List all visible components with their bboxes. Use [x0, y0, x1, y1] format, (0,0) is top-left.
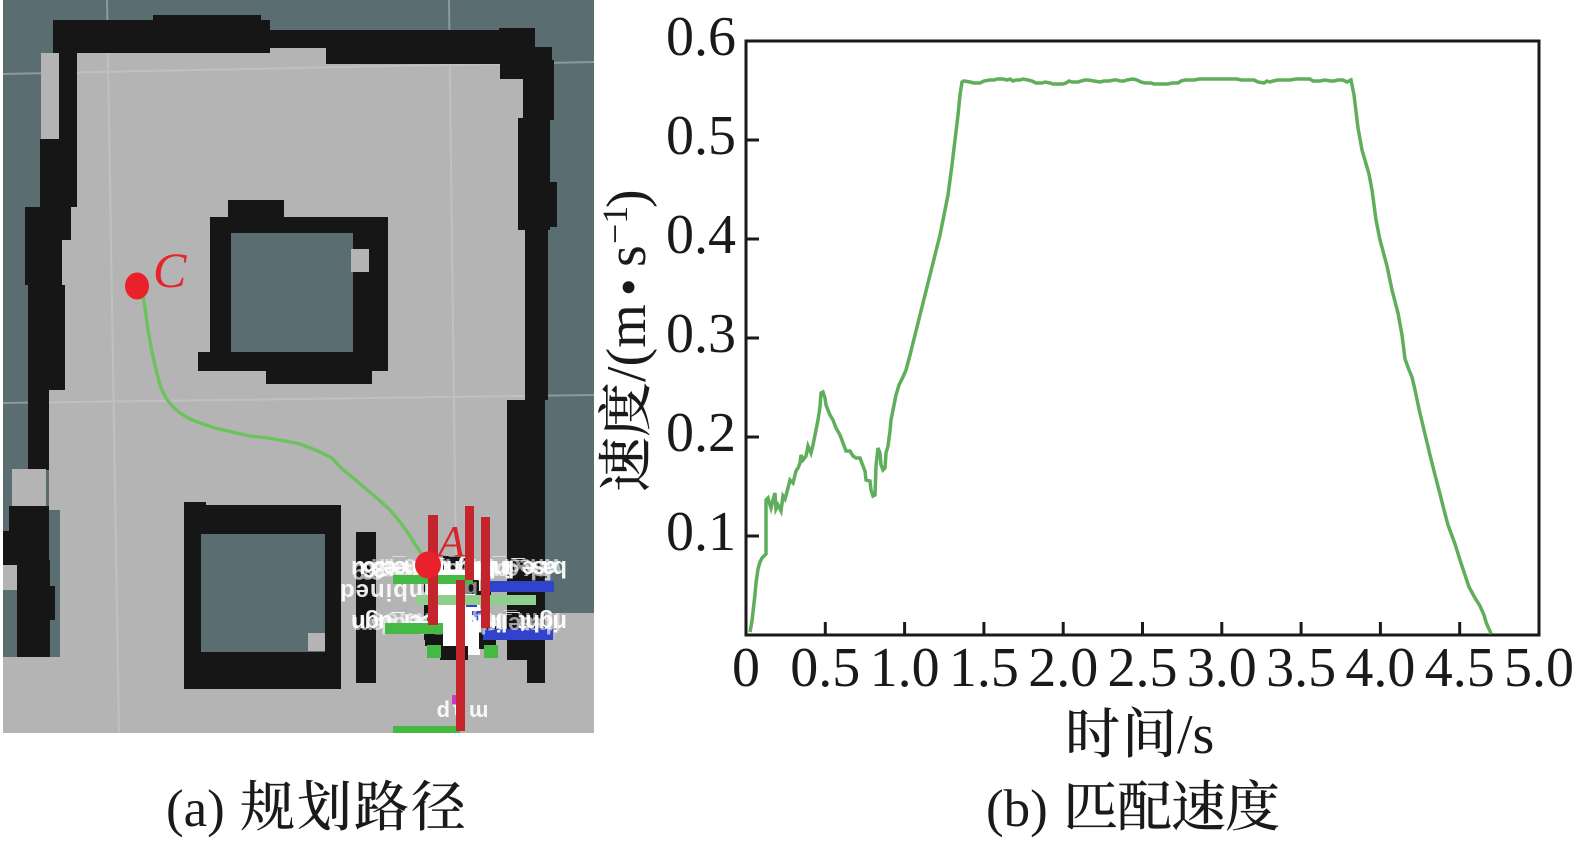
svg-text:0.5: 0.5: [666, 105, 736, 167]
svg-text:): ): [596, 189, 658, 208]
svg-text:s: s: [596, 245, 658, 267]
svg-text:3.0: 3.0: [1187, 637, 1257, 699]
svg-text:0.3: 0.3: [666, 303, 736, 365]
svg-text:0: 0: [732, 637, 760, 699]
svg-text:0.1: 0.1: [666, 501, 736, 563]
svg-text:1.5: 1.5: [949, 637, 1019, 699]
svg-text:•: •: [600, 278, 656, 296]
svg-text:1.0: 1.0: [870, 637, 940, 699]
svg-text:5.0: 5.0: [1504, 637, 1574, 699]
svg-text:0.2: 0.2: [666, 402, 736, 464]
svg-text:4.0: 4.0: [1345, 637, 1415, 699]
svg-text:A: A: [435, 517, 466, 566]
svg-text:−1: −1: [595, 206, 635, 244]
svg-text:0.6: 0.6: [666, 6, 736, 68]
svg-text:2.0: 2.0: [1028, 637, 1098, 699]
svg-text:(a): (a): [166, 780, 225, 838]
svg-text:3.5: 3.5: [1266, 637, 1336, 699]
svg-text:4.5: 4.5: [1425, 637, 1495, 699]
svg-text:2.5: 2.5: [1108, 637, 1178, 699]
svg-text:0.5: 0.5: [790, 637, 860, 699]
svg-text:C: C: [153, 242, 187, 298]
svg-text:/s: /s: [1177, 704, 1214, 766]
svg-text:/(m: /(m: [596, 304, 658, 382]
svg-text:0.4: 0.4: [666, 204, 736, 266]
svg-text:(b): (b): [986, 780, 1048, 838]
